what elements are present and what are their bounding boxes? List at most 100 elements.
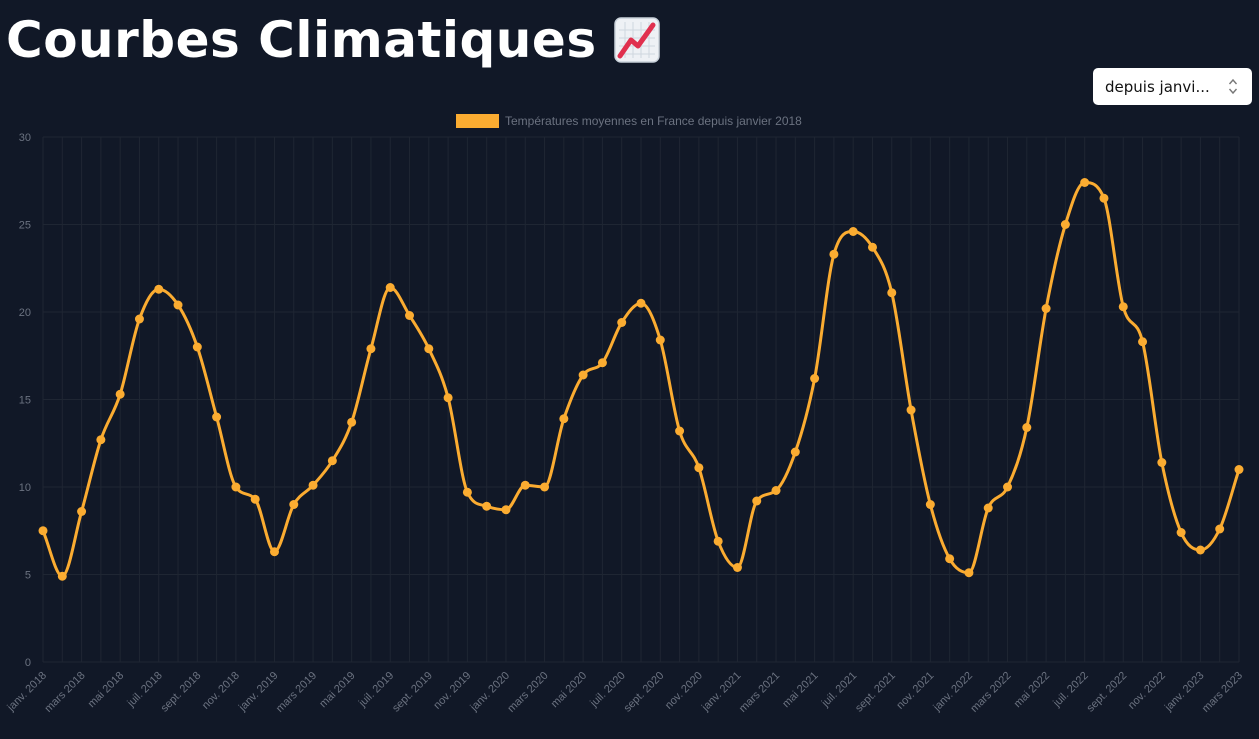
x-tick-label: sept. 2019	[390, 670, 435, 715]
legend-swatch[interactable]	[456, 114, 499, 128]
data-point[interactable]	[366, 344, 376, 354]
data-point[interactable]	[1022, 423, 1032, 432]
data-point[interactable]	[192, 342, 202, 352]
data-point[interactable]	[732, 563, 742, 572]
data-point[interactable]	[964, 568, 974, 578]
x-tick-label: mars 2020	[505, 670, 550, 715]
x-tick-label: nov. 2018	[200, 670, 242, 712]
data-point[interactable]	[867, 242, 877, 252]
page-title: Courbes Climatiques	[6, 10, 661, 70]
x-tick-label: sept. 2018	[159, 670, 204, 715]
data-point[interactable]	[405, 311, 415, 320]
data-point[interactable]	[250, 494, 260, 504]
data-point[interactable]	[424, 344, 434, 354]
y-tick-label: 15	[19, 395, 31, 407]
data-point[interactable]	[1041, 304, 1051, 313]
data-point[interactable]	[134, 314, 144, 324]
period-select[interactable]: depuis janvi...	[1093, 68, 1252, 105]
data-point[interactable]	[675, 426, 685, 436]
chart-legend: Températures moyennes en France depuis j…	[456, 114, 802, 128]
data-point[interactable]	[1060, 220, 1070, 229]
x-tick-label: nov. 2022	[1126, 670, 1168, 712]
chart-grid	[42, 136, 1240, 663]
data-point[interactable]	[810, 374, 820, 383]
data-point[interactable]	[887, 288, 897, 298]
data-point[interactable]	[694, 463, 704, 473]
x-tick-label: juil. 2022	[1050, 670, 1090, 710]
data-point[interactable]	[77, 507, 87, 516]
x-tick-label: mars 2023	[1200, 670, 1245, 715]
data-point[interactable]	[1195, 545, 1205, 555]
data-point[interactable]	[617, 318, 627, 327]
data-point[interactable]	[713, 536, 723, 546]
data-point[interactable]	[578, 370, 588, 380]
y-tick-label: 20	[19, 307, 31, 319]
data-point[interactable]	[1234, 465, 1244, 474]
x-tick-label: mai 2022	[1012, 670, 1052, 710]
data-point[interactable]	[1176, 528, 1186, 537]
x-tick-label: juil. 2018	[125, 670, 165, 710]
data-point[interactable]	[1080, 178, 1090, 187]
chart-increasing-icon	[613, 17, 660, 63]
chevron-up-down-icon	[1228, 78, 1238, 95]
data-point[interactable]	[173, 300, 183, 310]
data-point[interactable]	[327, 456, 337, 466]
x-tick-label: nov. 2021	[894, 670, 936, 712]
data-point[interactable]	[829, 249, 839, 259]
x-tick-label: mai 2018	[86, 670, 126, 710]
data-point[interactable]	[655, 335, 665, 345]
x-tick-label: mars 2019	[274, 670, 319, 715]
data-point[interactable]	[636, 298, 646, 308]
page-title-text: Courbes Climatiques	[6, 11, 597, 69]
data-point[interactable]	[212, 412, 222, 422]
data-point[interactable]	[462, 487, 472, 497]
data-point[interactable]	[771, 486, 781, 495]
data-point[interactable]	[520, 480, 530, 490]
data-point[interactable]	[559, 414, 569, 424]
data-point[interactable]	[96, 435, 106, 445]
x-tick-label: juil. 2020	[587, 670, 627, 710]
data-point[interactable]	[482, 501, 492, 511]
data-point[interactable]	[269, 547, 279, 557]
data-point[interactable]	[1099, 193, 1109, 203]
data-point[interactable]	[945, 554, 955, 564]
x-tick-label: nov. 2019	[431, 670, 473, 712]
x-tick-label: mai 2021	[780, 670, 820, 710]
data-point[interactable]	[752, 496, 762, 506]
data-point[interactable]	[289, 500, 299, 509]
x-tick-label: mars 2022	[968, 670, 1013, 715]
data-point[interactable]	[790, 447, 800, 457]
x-tick-label: juil. 2019	[356, 670, 396, 710]
data-point[interactable]	[443, 393, 453, 403]
data-point[interactable]	[925, 500, 935, 509]
y-tick-label: 5	[25, 570, 31, 582]
data-point[interactable]	[1003, 482, 1013, 492]
data-point[interactable]	[308, 480, 318, 490]
data-point[interactable]	[347, 417, 357, 427]
data-point[interactable]	[385, 283, 395, 292]
data-point[interactable]	[231, 482, 241, 492]
data-point[interactable]	[1118, 302, 1128, 312]
data-point[interactable]	[1157, 458, 1167, 467]
data-point[interactable]	[115, 389, 125, 399]
x-tick-label: mars 2021	[737, 670, 782, 715]
data-point[interactable]	[983, 503, 993, 513]
y-tick-label: 0	[25, 657, 31, 669]
x-tick-label: nov. 2020	[663, 670, 705, 712]
data-point[interactable]	[1215, 524, 1225, 534]
data-point[interactable]	[154, 284, 164, 294]
x-tick-label: mai 2020	[549, 670, 589, 710]
data-point[interactable]	[597, 358, 607, 368]
legend-label[interactable]: Températures moyennes en France depuis j…	[505, 114, 802, 128]
data-point[interactable]	[540, 482, 550, 492]
y-tick-label: 30	[19, 132, 31, 144]
data-point[interactable]	[848, 227, 858, 236]
data-point[interactable]	[38, 526, 48, 536]
x-tick-label: sept. 2022	[1085, 670, 1130, 715]
x-tick-label: sept. 2021	[853, 670, 898, 715]
data-point[interactable]	[57, 571, 67, 581]
data-point[interactable]	[1138, 337, 1148, 347]
data-point[interactable]	[906, 405, 916, 415]
data-point[interactable]	[501, 505, 511, 515]
